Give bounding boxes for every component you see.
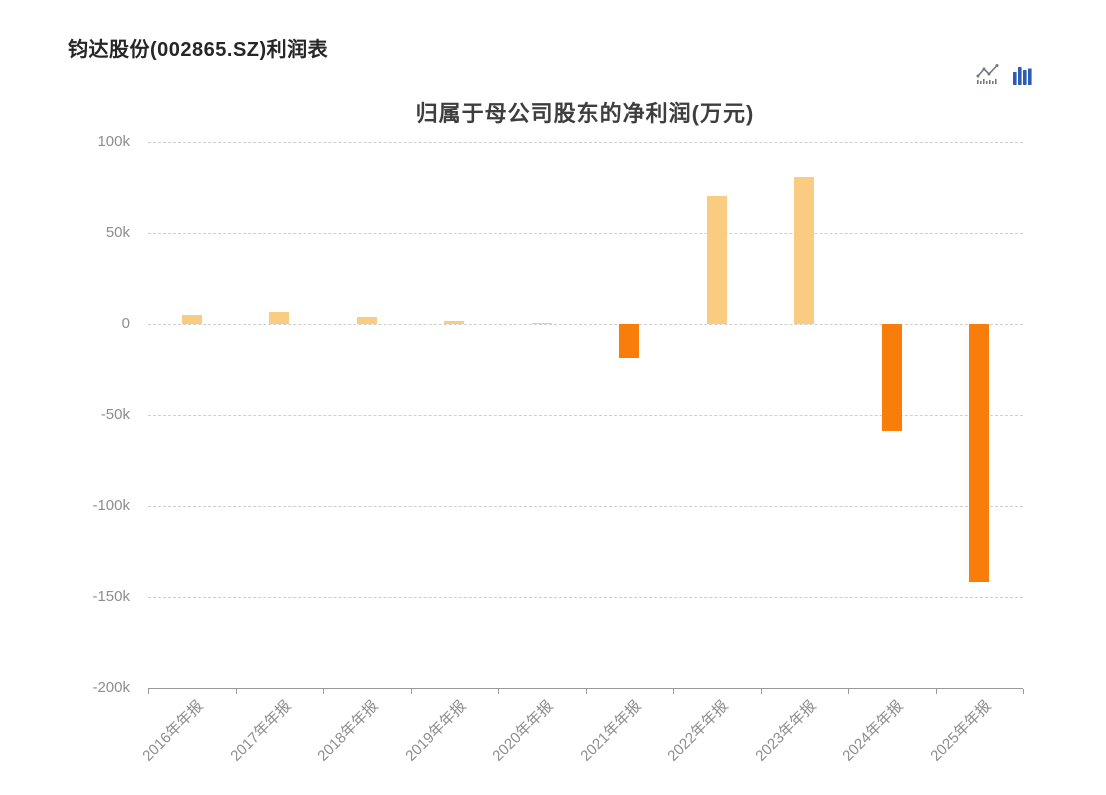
bar-2016年年报[interactable] (181, 314, 202, 324)
x-axis-tick (935, 689, 937, 694)
x-axis-category-label: 2021年年报 (577, 697, 645, 765)
bar-chart-icon (1013, 67, 1032, 88)
y-gridline (148, 232, 1023, 234)
y-axis-tick-label: -150k (92, 588, 130, 605)
x-axis-category-label: 2017年年报 (227, 697, 295, 765)
bar-2017年年报[interactable] (269, 312, 290, 324)
bar-2019年年报[interactable] (444, 321, 465, 324)
x-axis-tick (410, 689, 412, 694)
x-axis-line (148, 688, 1023, 689)
x-axis-category-label: 2024年年报 (839, 697, 908, 765)
y-axis-tick-label: -100k (92, 497, 130, 514)
y-axis-tick-label: 0 (121, 315, 130, 332)
x-axis-category-label: 2020年年报 (489, 697, 558, 765)
y-axis-tick-label: -50k (100, 406, 130, 423)
bar-2020年年报[interactable] (531, 322, 552, 324)
y-gridline (148, 141, 1023, 143)
y-gridline (148, 323, 1023, 325)
x-axis-tick (148, 689, 149, 694)
x-axis-category-label: 2018年年报 (314, 697, 383, 765)
chart-toolbox (975, 63, 1032, 85)
bar-2025年年报[interactable] (969, 324, 990, 582)
bar-2023年年报[interactable] (794, 177, 815, 324)
x-axis-category-label: 2016年年报 (139, 697, 208, 765)
x-axis-tick (848, 689, 849, 694)
x-axis-tick (323, 689, 324, 694)
x-axis-category-label: 2025年年报 (927, 697, 995, 765)
switch-to-line-chart-button[interactable] (975, 63, 1000, 85)
x-axis-tick (760, 689, 762, 694)
y-gridline (148, 414, 1023, 416)
bar-2022年年报[interactable] (706, 195, 727, 324)
bar-2018年年报[interactable] (356, 317, 377, 324)
y-axis-tick-label: 100k (97, 133, 130, 150)
bar-2021年年报[interactable] (619, 324, 640, 358)
y-axis-tick-label: -200k (92, 679, 130, 696)
y-axis-tick-label: 50k (105, 224, 130, 241)
y-gridline (148, 596, 1023, 598)
x-axis-tick (1023, 689, 1024, 694)
x-axis-category-label: 2023年年报 (752, 697, 820, 765)
x-axis-category-label: 2019年年报 (402, 697, 470, 765)
x-axis-category-label: 2022年年报 (664, 697, 733, 765)
bar-2024年年报[interactable] (881, 324, 902, 432)
line-chart-icon (975, 64, 1000, 88)
x-axis-tick (235, 689, 237, 694)
chart-title: 归属于母公司股东的净利润(万元) (415, 101, 755, 126)
y-gridline (148, 505, 1023, 507)
x-axis-tick (498, 689, 499, 694)
switch-to-bar-chart-button[interactable] (1013, 64, 1032, 85)
x-axis-tick (673, 689, 674, 694)
page-title: 钧达股份(002865.SZ)利润表 (68, 39, 329, 61)
x-axis-tick (585, 689, 587, 694)
